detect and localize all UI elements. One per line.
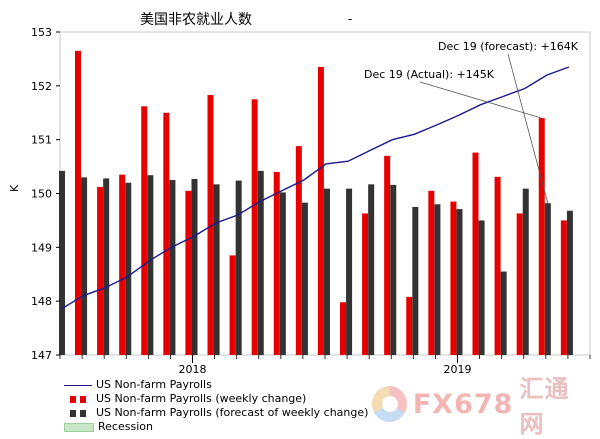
forecast-bar <box>213 184 220 355</box>
legend-label-weekly-change: US Non-farm Payrolls (weekly change) <box>96 392 307 405</box>
actual-bar <box>97 187 104 355</box>
legend-dark-bar-swatch <box>64 408 92 418</box>
y-tick-label: 147 <box>31 349 52 362</box>
axes: 147 148 149 150 151 152 153 2018 2019 <box>31 26 591 376</box>
actual-bar <box>340 302 346 355</box>
y-tick-label: 148 <box>31 295 52 308</box>
forecast-bar <box>412 206 419 355</box>
chart-title: 美国非农就业人数 <box>140 12 252 28</box>
legend-label-forecast: US Non-farm Payrolls (forecast of weekly… <box>96 406 369 419</box>
x-tick-label: 2019 <box>444 363 472 376</box>
actual-bar <box>207 94 214 356</box>
forecast-bar <box>257 170 264 355</box>
forecast-bar <box>522 188 529 355</box>
watermark-text-cn: 汇通网 <box>519 375 570 438</box>
forecast-bar <box>81 177 88 355</box>
actual-bar <box>538 118 545 355</box>
forecast-bar <box>500 271 507 355</box>
forecast-bar <box>478 220 485 355</box>
x-tick-label: 2018 <box>179 363 207 376</box>
actual-bar <box>516 213 523 355</box>
forecast-bars <box>59 170 573 355</box>
legend-label-recession: Recession <box>98 420 153 433</box>
forecast-bar <box>191 178 198 355</box>
legend-label-payrolls: US Non-farm Payrolls <box>96 378 212 391</box>
legend-red-bar-swatch <box>64 394 92 404</box>
actual-bar <box>295 146 302 355</box>
actual-bar <box>428 190 435 355</box>
forecast-bar <box>235 180 242 355</box>
actual-bar <box>75 50 81 355</box>
y-tick-label: 149 <box>31 241 52 254</box>
forecast-bar <box>324 188 330 355</box>
annotation-forecast-leader <box>507 53 549 204</box>
actual-bar <box>494 176 501 355</box>
payrolls-line-path <box>60 66 570 310</box>
legend-item-forecast[interactable]: US Non-farm Payrolls (forecast of weekly… <box>64 406 368 420</box>
forecast-bar <box>125 182 132 355</box>
watermark: FX678 汇通网 <box>372 375 592 438</box>
actual-bar <box>560 220 567 355</box>
actual-bar <box>450 201 457 355</box>
weekly-change-bars <box>75 50 567 356</box>
actual-bar <box>362 213 369 355</box>
legend-recession-swatch <box>64 423 94 432</box>
forecast-bar <box>390 184 397 355</box>
y-tick-label: 153 <box>31 26 52 39</box>
actual-bar <box>384 155 391 355</box>
forecast-bar <box>566 210 573 355</box>
forecast-bar <box>346 188 353 355</box>
forecast-bar <box>279 192 286 355</box>
actual-bar <box>406 296 413 355</box>
annotations: Dec 19 (forecast): +164K Dec 19 (Actual):… <box>364 40 579 204</box>
actual-bar <box>472 152 479 355</box>
actual-bar <box>229 255 236 355</box>
legend: US Non-farm Payrolls US Non-farm Payroll… <box>64 378 368 434</box>
forecast-bar <box>147 175 154 355</box>
legend-item-recession[interactable]: Recession <box>64 420 368 434</box>
annotation-actual-leader <box>419 81 542 119</box>
forecast-bar <box>169 180 176 355</box>
actual-bar <box>119 174 126 355</box>
payrolls-line <box>60 66 570 310</box>
title-mark: - <box>348 12 352 26</box>
legend-line-swatch <box>64 380 92 390</box>
forecast-bar <box>59 170 65 355</box>
actual-bar <box>273 171 280 355</box>
forecast-bar <box>434 204 441 355</box>
actual-bar <box>163 112 170 355</box>
y-axis-label: K <box>8 184 21 192</box>
actual-bar <box>251 99 258 356</box>
y-tick-label: 152 <box>31 80 52 93</box>
legend-item-payrolls[interactable]: US Non-farm Payrolls <box>64 378 368 392</box>
fx678-logo-icon <box>372 386 407 422</box>
forecast-bar <box>368 184 375 355</box>
actual-bar <box>141 106 148 355</box>
forecast-bar <box>456 209 463 355</box>
legend-item-weekly-change[interactable]: US Non-farm Payrolls (weekly change) <box>64 392 368 406</box>
y-tick-label: 151 <box>31 134 52 147</box>
actual-bar <box>317 66 324 355</box>
forecast-bar <box>103 178 110 355</box>
forecast-bar <box>544 203 551 355</box>
watermark-text: FX678 <box>412 388 514 420</box>
annotation-forecast: Dec 19 (forecast): +164K <box>438 40 579 53</box>
actual-bar <box>185 190 192 355</box>
annotation-actual: Dec 19 (Actual): +145K <box>364 68 495 81</box>
forecast-bar <box>301 202 308 355</box>
y-tick-label: 150 <box>31 188 52 201</box>
